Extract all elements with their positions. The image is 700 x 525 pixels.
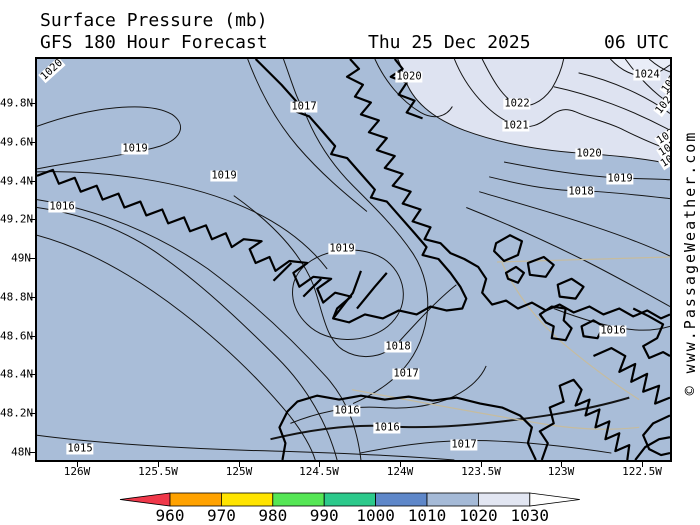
x-axis-label: 123W	[547, 465, 575, 478]
page-title: Surface Pressure (mb)	[40, 10, 268, 31]
x-tick-mark	[561, 462, 562, 467]
colorbar-tick-label: 1010	[408, 506, 447, 524]
forecast-date: Thu 25 Dec 2025	[368, 32, 531, 53]
x-tick-mark	[239, 462, 240, 467]
y-tick-mark	[30, 258, 35, 259]
high-pressure-shading	[397, 59, 670, 164]
x-tick-mark	[400, 462, 401, 467]
y-tick-mark	[30, 336, 35, 337]
isobar-label: 1017	[450, 438, 478, 451]
watermark-copyright: © www.PassageWeather.com	[681, 130, 699, 396]
y-tick-mark	[30, 103, 35, 104]
x-tick-mark	[481, 462, 482, 467]
isobar-label: 1019	[121, 142, 149, 155]
isobar-label: 1018	[567, 185, 595, 198]
pressure-map: 1020 1019 1019 1017 1016 1019 1018 1017 1020 1022…	[35, 57, 672, 462]
pressure-colorbar-legend: 960 970 980 990 1000 1010 1020 1030	[119, 492, 580, 524]
isobar-label: 1020	[575, 147, 603, 160]
y-tick-mark	[30, 452, 35, 453]
isobar-label: 1019	[210, 169, 238, 182]
x-tick-mark	[319, 462, 320, 467]
isobar-label: 1022	[503, 97, 531, 110]
y-tick-mark	[30, 413, 35, 414]
y-axis-label: 48.4N	[0, 367, 34, 381]
isobar-label: 1021	[502, 119, 530, 132]
colorbar-arrow-high	[529, 492, 580, 507]
colorbar-segment	[375, 492, 428, 507]
isobar-label: 1018	[384, 340, 412, 353]
y-axis-label: 49.4N	[0, 174, 34, 188]
y-axis-label: 49N	[11, 251, 31, 265]
colorbar-tick-label: 1000	[356, 506, 395, 524]
y-axis-label: 49.6N	[0, 135, 34, 149]
y-axis-label: 48.6N	[0, 329, 34, 343]
colorbar-segment	[477, 492, 531, 507]
y-tick-mark	[30, 142, 35, 143]
colorbar-tick-label: 1030	[511, 506, 550, 524]
x-axis-label: 126W	[63, 465, 91, 478]
y-tick-mark	[30, 219, 35, 220]
y-axis-label: 49.2N	[0, 212, 34, 226]
colorbar-segment	[323, 492, 376, 507]
x-axis-label: 125W	[225, 465, 253, 478]
y-axis-label: 49.8N	[0, 96, 34, 110]
x-axis-label: 124.5W	[299, 465, 339, 478]
x-tick-mark	[642, 462, 643, 467]
colorbar-segment	[221, 492, 274, 507]
y-axis-label: 48N	[11, 445, 31, 459]
colorbar-tick-label: 960	[156, 506, 185, 524]
model-label: GFS 180 Hour Forecast	[40, 32, 268, 53]
colorbar-tick-label: 970	[207, 506, 236, 524]
x-axis-label: 124W	[386, 465, 414, 478]
colorbar-tick-label: 990	[310, 506, 339, 524]
y-tick-mark	[30, 181, 35, 182]
y-tick-mark	[30, 374, 35, 375]
isobar-label: 1017	[290, 100, 318, 113]
colorbar-tick-label: 1020	[459, 506, 498, 524]
isobar-label: 1024	[633, 68, 661, 81]
x-axis-label: 122.5W	[622, 465, 662, 478]
y-axis-label: 48.2N	[0, 406, 34, 420]
isobar-label: 1019	[606, 172, 634, 185]
forecast-time: 06 UTC	[604, 32, 670, 53]
isobar-label: 1016	[333, 404, 361, 417]
isobar-label: 1019	[328, 242, 356, 255]
y-tick-mark	[30, 297, 35, 298]
x-tick-mark	[158, 462, 159, 467]
isobar-label: 1017	[392, 367, 420, 380]
isobar-label: 1020	[395, 70, 423, 83]
colorbar-segment	[272, 492, 325, 507]
colorbar-arrow-low	[119, 492, 171, 507]
x-tick-mark	[77, 462, 78, 467]
isobar-label: 1016	[599, 324, 627, 337]
colorbar-tick-label: 980	[258, 506, 287, 524]
isobar-label: 1015	[66, 442, 94, 455]
colorbar-segment	[169, 492, 222, 507]
y-axis-label: 48.8N	[0, 290, 34, 304]
x-axis-label: 125.5W	[138, 465, 178, 478]
colorbar-segment	[426, 492, 479, 507]
isobar-label: 1016	[48, 200, 76, 213]
map-canvas	[37, 59, 670, 460]
coastlines	[37, 59, 670, 460]
isobar-label: 1016	[373, 421, 401, 434]
x-axis-label: 123.5W	[461, 465, 501, 478]
